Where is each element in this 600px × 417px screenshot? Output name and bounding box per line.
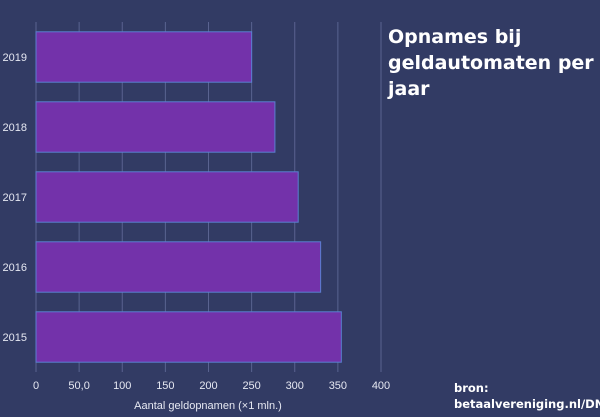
source-note: bron: betaalvereniging.nl/DNB <box>454 380 600 412</box>
x-tick-label: 200 <box>199 380 217 392</box>
x-tick-label: 0 <box>33 380 39 392</box>
x-tick-label: 150 <box>156 380 174 392</box>
bars <box>35 31 342 363</box>
x-tick-label: 400 <box>372 380 390 392</box>
bar-2015 <box>35 311 342 363</box>
source-url: betaalvereniging.nl/DNB <box>454 397 600 411</box>
x-axis-label: Aantal geldopnamen (×1 mln.) <box>134 400 282 412</box>
x-tick-label: 300 <box>286 380 304 392</box>
x-tick-labels: 0 50,0 100 150 200 250 300 350 400 <box>33 380 390 392</box>
source-label: bron: <box>454 381 489 395</box>
y-tick-label: 2019 <box>3 52 27 64</box>
y-tick-label: 2015 <box>3 332 27 344</box>
chart-title: Opnames bij geldautomaten per jaar <box>388 26 594 100</box>
x-tick-label: 250 <box>242 380 260 392</box>
y-tick-labels: 2019 2018 2017 2016 2015 <box>3 52 27 344</box>
y-tick-label: 2018 <box>3 122 27 134</box>
bar-2018 <box>35 101 276 153</box>
y-tick-label: 2017 <box>3 192 27 204</box>
bar-2016 <box>35 241 322 293</box>
x-tick-label: 100 <box>113 380 131 392</box>
bar-2019 <box>35 31 253 83</box>
x-tick-label: 50,0 <box>68 380 89 392</box>
bar-2017 <box>35 171 299 223</box>
x-tick-label: 350 <box>329 380 347 392</box>
y-tick-label: 2016 <box>3 262 27 274</box>
